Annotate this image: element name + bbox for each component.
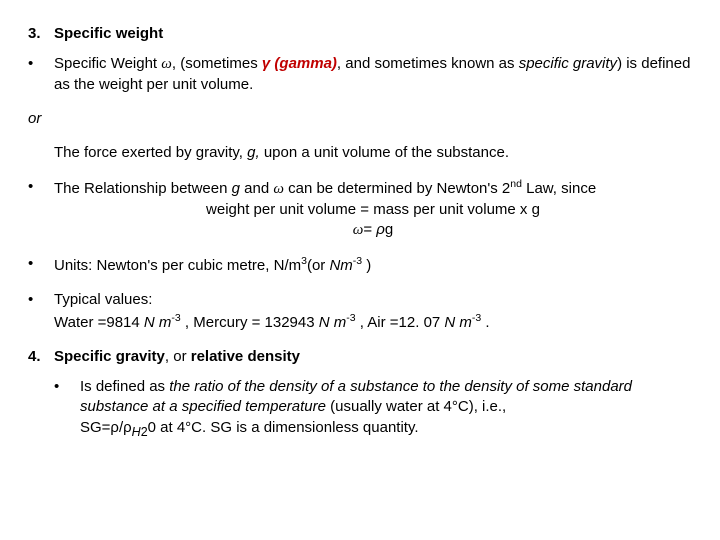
t: SG is a dimensionless quantity.: [206, 419, 418, 436]
sub: H: [132, 425, 141, 439]
or-label: or: [28, 109, 692, 129]
t: relative density: [191, 348, 300, 365]
eq1: weight per unit volume = mass per unit v…: [54, 200, 692, 220]
t: N m: [144, 314, 172, 331]
gamma-label: (gamma): [274, 55, 337, 72]
t: (usually water at 4°C), i.e.,: [326, 398, 506, 415]
sec3-num: 3.: [28, 24, 54, 44]
bullet: •: [28, 254, 54, 276]
eq2: ω= ρg: [54, 220, 692, 240]
sec3-bullet1: • Specific Weight ω, (sometimes γ (gamma…: [28, 54, 692, 95]
sec3-b5-text: Typical values: Water =9814 N m-3 , Merc…: [54, 290, 692, 333]
t: Specific gravity: [54, 348, 165, 365]
t: upon a unit volume of the substance.: [260, 144, 509, 161]
t: SG=ρ/ρ: [80, 419, 132, 436]
sec3-b4-text: Units: Newton's per cubic metre, N/m3(or…: [54, 254, 692, 276]
t: (or: [307, 257, 330, 274]
t: , or: [165, 348, 191, 365]
sub: 2: [141, 425, 148, 439]
sup: nd: [510, 178, 522, 190]
sup: -3: [171, 312, 180, 324]
sec3-line2: The force exerted by gravity, g, upon a …: [28, 143, 692, 163]
sup: -3: [472, 312, 481, 324]
sec3-title: Specific weight: [54, 24, 692, 44]
t: N m: [444, 314, 472, 331]
t: N m: [319, 314, 347, 331]
sec3-b1-text: Specific Weight ω, (sometimes γ (gamma),…: [54, 54, 692, 95]
bullet: •: [54, 377, 80, 440]
sec3-bullet4: • Units: Newton's per cubic metre, N/m3(…: [28, 254, 692, 276]
sec3-header: 3. Specific weight: [28, 24, 692, 44]
values-line: Water =9814 N m-3 , Mercury = 132943 N m…: [54, 311, 692, 333]
t: Law, since: [522, 180, 596, 197]
sec3-bullet3: • The Relationship between g and ω can b…: [28, 177, 692, 240]
t: Is defined as: [80, 378, 169, 395]
sec4-title: Specific gravity, or relative density: [54, 347, 692, 367]
sec4-num: 4.: [28, 347, 54, 367]
bullet: •: [28, 54, 54, 95]
t: ): [362, 257, 371, 274]
t: ρ: [376, 221, 385, 238]
omega-sym: ω: [161, 56, 172, 72]
sup: -3: [346, 312, 355, 324]
t: , Mercury = 132943: [181, 314, 319, 331]
t: Water =9814: [54, 314, 144, 331]
sec3-b3-text: The Relationship between g and ω can be …: [54, 177, 692, 240]
t: , (sometimes: [172, 55, 262, 72]
t: g: [232, 180, 240, 197]
bullet: •: [28, 177, 54, 240]
sec3-bullet5: • Typical values: Water =9814 N m-3 , Me…: [28, 290, 692, 333]
gamma-sym: γ: [262, 55, 270, 72]
t: =: [363, 221, 376, 238]
t: , and sometimes known as: [337, 55, 519, 72]
sec4-header: 4. Specific gravity, or relative density: [28, 347, 692, 367]
sec4-bullet1: • Is defined as the ratio of the density…: [28, 377, 692, 440]
t: The force exerted by gravity,: [54, 144, 247, 161]
omega-sym: ω: [353, 222, 364, 238]
t: The Relationship between: [54, 180, 232, 197]
t: Nm: [329, 257, 352, 274]
t: , Air =12. 07: [356, 314, 445, 331]
t: can be determined by Newton's 2: [284, 180, 510, 197]
t: .: [481, 314, 489, 331]
t: and: [240, 180, 273, 197]
t: Typical values:: [54, 290, 692, 310]
t: g: [385, 221, 393, 238]
omega-sym: ω: [273, 181, 284, 197]
t: specific gravity: [519, 55, 617, 72]
t: g,: [247, 144, 260, 161]
t: Units: Newton's per cubic metre, N/m: [54, 257, 301, 274]
sec4-b1-text: Is defined as the ratio of the density o…: [80, 377, 692, 440]
t: Specific Weight: [54, 55, 161, 72]
t: 0 at 4°C.: [148, 419, 207, 436]
bullet: •: [28, 290, 54, 333]
sup: -3: [353, 255, 362, 267]
